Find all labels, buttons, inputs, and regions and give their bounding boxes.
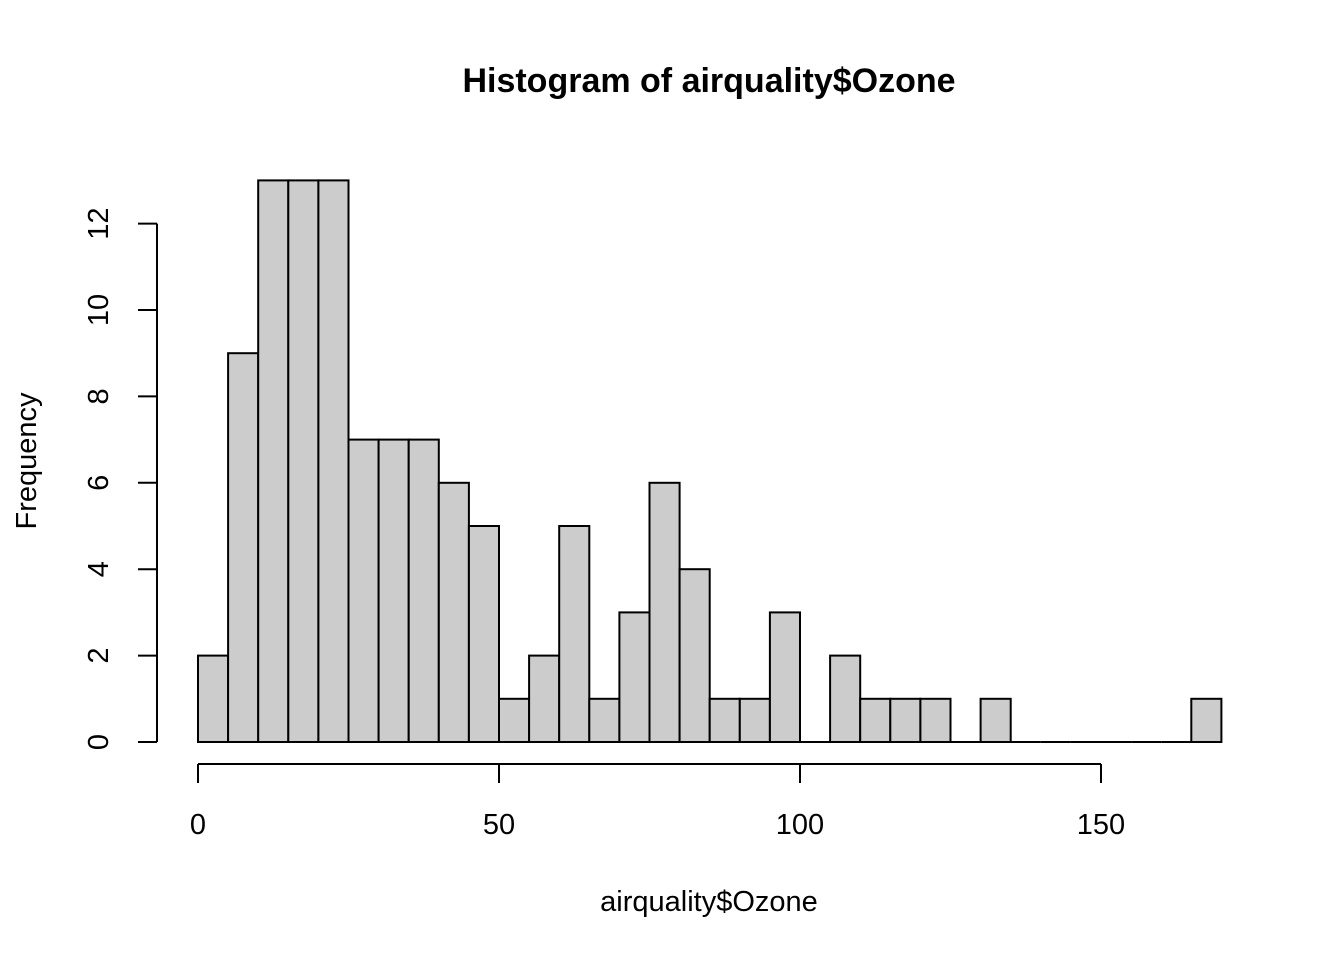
histogram-bar	[227, 352, 260, 743]
histogram-bar	[287, 179, 320, 743]
histogram-bar	[437, 481, 470, 743]
y-axis: 0 2 4 6 8 10 12	[83, 207, 158, 750]
x-axis: 0 50 100 150	[190, 763, 1125, 841]
histogram-bar	[889, 697, 922, 743]
histogram-bar	[859, 697, 892, 743]
histogram-bar	[1190, 697, 1223, 743]
histogram-bar	[768, 611, 802, 744]
histogram-bar	[829, 654, 862, 743]
bars-group	[197, 179, 1223, 744]
histogram-bar	[377, 438, 410, 743]
y-axis-label: Frequency	[11, 392, 43, 530]
x-tick-label: 100	[776, 809, 824, 841]
y-tick-label: 10	[83, 294, 115, 326]
y-tick-label: 2	[83, 648, 115, 664]
histogram-bar	[498, 697, 531, 743]
x-tick-label: 0	[190, 809, 206, 841]
histogram-bar	[467, 525, 500, 743]
histogram-bar	[558, 525, 591, 743]
histogram-bar	[919, 697, 952, 743]
y-tick-label: 6	[83, 475, 115, 491]
histogram-bar	[347, 438, 380, 743]
histogram-bar	[708, 697, 741, 743]
histogram-bar	[738, 697, 771, 743]
histogram-bar	[979, 697, 1012, 743]
histogram-bar	[197, 654, 230, 743]
y-tick-label: 8	[83, 388, 115, 404]
y-tick-label: 12	[83, 207, 115, 239]
x-tick-label: 50	[483, 809, 515, 841]
chart-title: Histogram of airquality$Ozone	[462, 62, 955, 100]
histogram-bar	[317, 179, 350, 743]
y-tick-label: 4	[83, 561, 115, 577]
histogram-bar	[257, 179, 290, 743]
y-tick-label: 0	[83, 734, 115, 750]
histogram-bar	[678, 568, 711, 744]
histogram-bar	[528, 654, 561, 743]
histogram-bar	[618, 611, 651, 744]
histogram-bar	[407, 438, 440, 743]
x-tick-label: 150	[1077, 809, 1125, 841]
histogram-bar	[648, 481, 681, 743]
histogram-bar	[588, 697, 621, 743]
x-axis-label: airquality$Ozone	[600, 886, 818, 918]
